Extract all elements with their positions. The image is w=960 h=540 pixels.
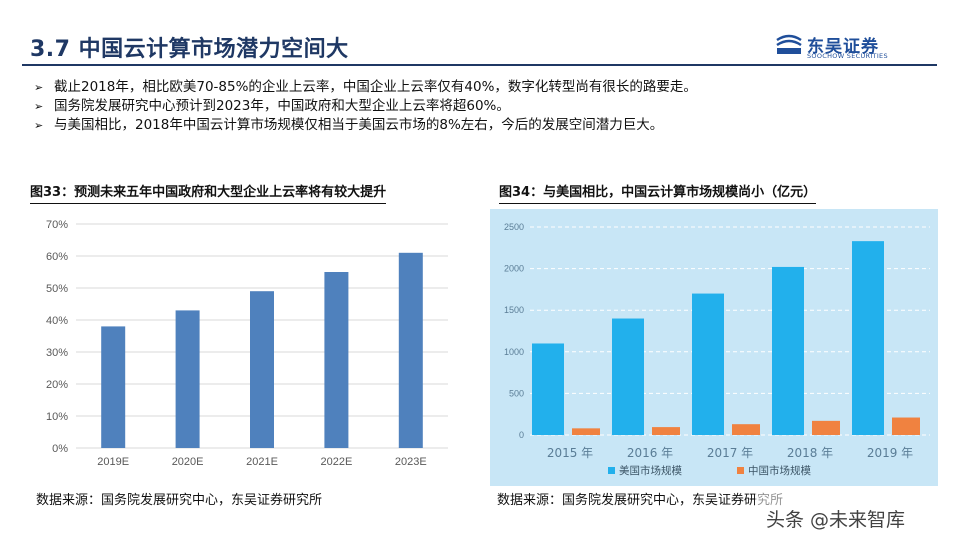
logo-mark-icon (776, 34, 802, 54)
y-tick-label: 0 (519, 430, 524, 440)
bar-china (572, 428, 600, 435)
y-tick-label: 2500 (504, 222, 524, 232)
company-logo: 东吴证券 SOOCHOW SECURITIES (775, 32, 925, 60)
figure-33-source: 数据来源：国务院发展研究中心，东吴证券研究所 (36, 493, 323, 508)
chart-market-size-comparison: 0 500 1000 1500 2000 2500 2015 年 2016 年 2017 年 20… (490, 209, 938, 486)
watermark-backdrop (755, 490, 875, 508)
x-tick-label: 2019E (97, 456, 129, 468)
y-tick-label: 2000 (504, 264, 524, 274)
bar (324, 272, 349, 448)
chart-cloud-adoption-rate: 0% 10% 20% 30% 40% 50% 60% 70% 2019E 2020E 2021E 20… (28, 212, 460, 480)
arrow-bullet-icon: ➢ (34, 81, 44, 94)
bullet-text: 截止2018年，相比欧美70-85%的企业上云率，中国企业上云率仅有40%，数字… (54, 79, 697, 95)
x-tick-label: 2018 年 (787, 446, 833, 460)
bar (175, 310, 200, 448)
page-title: 3.7 中国云计算市场潜力空间大 (30, 37, 349, 62)
bar-china (652, 427, 680, 435)
bar-us (612, 318, 644, 435)
bar-us (532, 343, 564, 435)
bullet-list: ➢ 截止2018年，相比欧美70-85%的企业上云率，中国企业上云率仅有40%，… (34, 78, 697, 135)
arrow-bullet-icon: ➢ (34, 119, 44, 132)
bar-us (772, 266, 804, 435)
y-tick-label: 60% (46, 251, 68, 263)
x-tick-label: 2021E (246, 456, 278, 468)
legend-swatch (737, 467, 744, 474)
bar-us (692, 293, 724, 435)
y-tick-label: 1500 (504, 305, 524, 315)
bar-china (892, 417, 920, 435)
figure-33-title: 图33：预测未来五年中国政府和大型企业上云率将有较大提升 (30, 181, 387, 204)
x-tick-label: 2015 年 (547, 446, 593, 460)
figure-34-source: 数据来源：国务院发展研究中心，东吴证券研究所 (497, 493, 784, 508)
bar-china (812, 420, 840, 435)
y-tick-label: 70% (46, 219, 68, 231)
y-tick-label: 500 (509, 388, 524, 398)
x-tick-label: 2022E (320, 456, 352, 468)
bar (398, 252, 423, 448)
y-tick-label: 0% (52, 443, 68, 455)
arrow-bullet-icon: ➢ (34, 100, 44, 113)
logo-text-en: SOOCHOW SECURITIES (807, 52, 888, 60)
bar-us (852, 241, 884, 435)
y-tick-label: 50% (46, 283, 68, 295)
legend-label: 中国市场规模 (748, 464, 811, 477)
y-tick-label: 20% (46, 379, 68, 391)
title-divider (22, 64, 937, 66)
watermark-text: 头条 @未来智库 (766, 509, 906, 531)
logo-text-cn: 东吴证券 (807, 37, 879, 57)
legend-label: 美国市场规模 (619, 464, 682, 477)
bar-china (732, 424, 760, 435)
x-tick-label: 2017 年 (707, 446, 753, 460)
x-tick-label: 2023E (395, 456, 427, 468)
bullet-text: 与美国相比，2018年中国云计算市场规模仅相当于美国云市场的8%左右，今后的发展… (54, 117, 664, 133)
chart-34-svg: 0 500 1000 1500 2000 2500 2015 年 2016 年 2017 年 20… (490, 209, 938, 486)
y-tick-label: 10% (46, 411, 68, 423)
bar (101, 326, 126, 448)
bullet-text: 国务院发展研究中心预计到2023年，中国政府和大型企业上云率将超60%。 (54, 98, 510, 114)
bullet-item: ➢ 国务院发展研究中心预计到2023年，中国政府和大型企业上云率将超60%。 (34, 97, 697, 116)
y-tick-label: 30% (46, 347, 68, 359)
y-tick-label: 1000 (504, 347, 524, 357)
x-tick-label: 2016 年 (627, 446, 673, 460)
x-tick-label: 2020E (172, 456, 204, 468)
chart-33-svg: 0% 10% 20% 30% 40% 50% 60% 70% 2019E 2020E 2021E 20… (46, 219, 448, 468)
legend-swatch (608, 467, 615, 474)
bullet-item: ➢ 与美国相比，2018年中国云计算市场规模仅相当于美国云市场的8%左右，今后的… (34, 116, 697, 135)
bullet-item: ➢ 截止2018年，相比欧美70-85%的企业上云率，中国企业上云率仅有40%，… (34, 78, 697, 97)
y-tick-label: 40% (46, 315, 68, 327)
bar (250, 291, 274, 448)
figure-34-title: 图34：与美国相比，中国云计算市场规模尚小（亿元） (499, 181, 817, 204)
x-tick-label: 2019 年 (867, 446, 913, 460)
